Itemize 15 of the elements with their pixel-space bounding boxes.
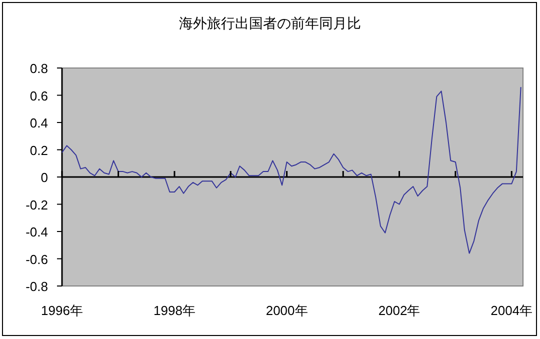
x-tick-label: 2000年 [266, 303, 308, 318]
chart-title: 海外旅行出国者の前年同月比 [179, 15, 361, 31]
y-tick-label: -0.8 [26, 279, 48, 294]
y-tick-label: 0.6 [30, 88, 48, 104]
y-tick-label: -0.6 [26, 252, 48, 267]
x-tick-label: 2002年 [378, 303, 420, 318]
y-tick-label: 0.8 [30, 61, 48, 76]
x-tick-label: 1998年 [154, 303, 196, 318]
y-tick-label: 0 [40, 170, 48, 185]
y-tick-label: -0.4 [26, 224, 48, 240]
y-tick-label: 0.4 [30, 116, 48, 130]
y-tick-label: -0.2 [26, 197, 48, 212]
x-tick-label: 1996年 [41, 303, 83, 318]
x-tick-label: 2004年 [490, 303, 533, 318]
y-tick-label: 0.2 [30, 142, 48, 158]
